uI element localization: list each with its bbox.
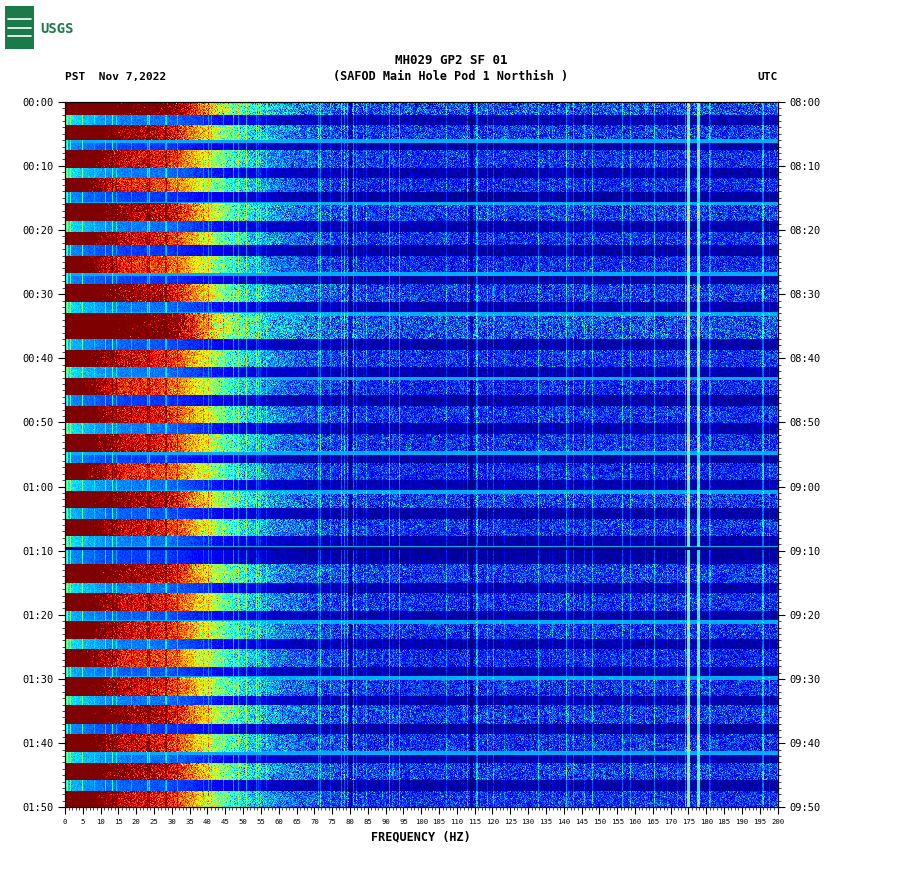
Text: PST  Nov 7,2022: PST Nov 7,2022 <box>65 71 166 82</box>
Text: MH029 GP2 SF 01: MH029 GP2 SF 01 <box>395 54 507 67</box>
Text: (SAFOD Main Hole Pod 1 Northish ): (SAFOD Main Hole Pod 1 Northish ) <box>334 70 568 83</box>
Bar <box>5 6 33 49</box>
Text: USGS: USGS <box>40 21 73 36</box>
Text: UTC: UTC <box>758 71 778 82</box>
X-axis label: FREQUENCY (HZ): FREQUENCY (HZ) <box>372 830 471 844</box>
